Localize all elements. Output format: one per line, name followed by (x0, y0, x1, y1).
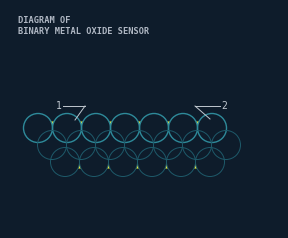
Circle shape (124, 130, 154, 159)
Circle shape (205, 139, 218, 152)
Circle shape (211, 130, 240, 159)
Circle shape (110, 147, 123, 160)
Circle shape (191, 122, 204, 134)
Circle shape (131, 155, 144, 169)
Text: DIAGRAM OF: DIAGRAM OF (18, 16, 71, 25)
Circle shape (166, 148, 196, 177)
Circle shape (140, 130, 153, 143)
Circle shape (82, 130, 95, 143)
Circle shape (169, 130, 182, 143)
Circle shape (79, 148, 109, 177)
Circle shape (197, 147, 210, 160)
Circle shape (53, 130, 66, 143)
Circle shape (211, 147, 225, 160)
Circle shape (52, 147, 65, 160)
Circle shape (196, 148, 225, 177)
Circle shape (154, 147, 166, 160)
Circle shape (82, 114, 111, 143)
Circle shape (60, 139, 73, 152)
Circle shape (162, 122, 175, 134)
Text: BINARY METAL OXIDE SENSOR: BINARY METAL OXIDE SENSOR (18, 27, 149, 36)
Circle shape (154, 130, 183, 159)
Circle shape (37, 130, 67, 159)
Circle shape (109, 148, 137, 177)
Circle shape (118, 139, 131, 152)
Circle shape (111, 130, 124, 143)
Circle shape (137, 148, 166, 177)
Text: 2: 2 (221, 101, 227, 111)
Circle shape (102, 155, 115, 169)
Circle shape (52, 114, 82, 143)
Circle shape (147, 139, 160, 152)
Circle shape (67, 130, 96, 159)
Circle shape (183, 130, 196, 143)
Circle shape (168, 147, 181, 160)
Circle shape (198, 114, 226, 143)
Circle shape (124, 147, 137, 160)
Circle shape (24, 114, 52, 143)
Circle shape (46, 122, 59, 134)
Circle shape (89, 139, 102, 152)
Circle shape (213, 130, 226, 143)
Circle shape (81, 147, 94, 160)
Circle shape (168, 114, 198, 143)
Circle shape (139, 114, 168, 143)
Circle shape (133, 122, 146, 134)
Circle shape (183, 147, 196, 160)
Circle shape (126, 130, 139, 143)
Circle shape (189, 155, 202, 169)
Circle shape (67, 130, 81, 143)
Circle shape (139, 147, 152, 160)
Circle shape (104, 122, 117, 134)
Circle shape (50, 148, 79, 177)
Circle shape (73, 155, 86, 169)
Circle shape (176, 139, 189, 152)
Circle shape (67, 147, 79, 160)
Text: 1: 1 (56, 101, 62, 111)
Circle shape (75, 122, 88, 134)
Circle shape (154, 130, 168, 143)
Circle shape (39, 130, 52, 143)
Circle shape (160, 155, 173, 169)
Circle shape (198, 130, 211, 143)
Circle shape (111, 114, 139, 143)
Circle shape (183, 130, 211, 159)
Circle shape (96, 147, 109, 160)
Circle shape (96, 130, 109, 143)
Circle shape (96, 130, 124, 159)
